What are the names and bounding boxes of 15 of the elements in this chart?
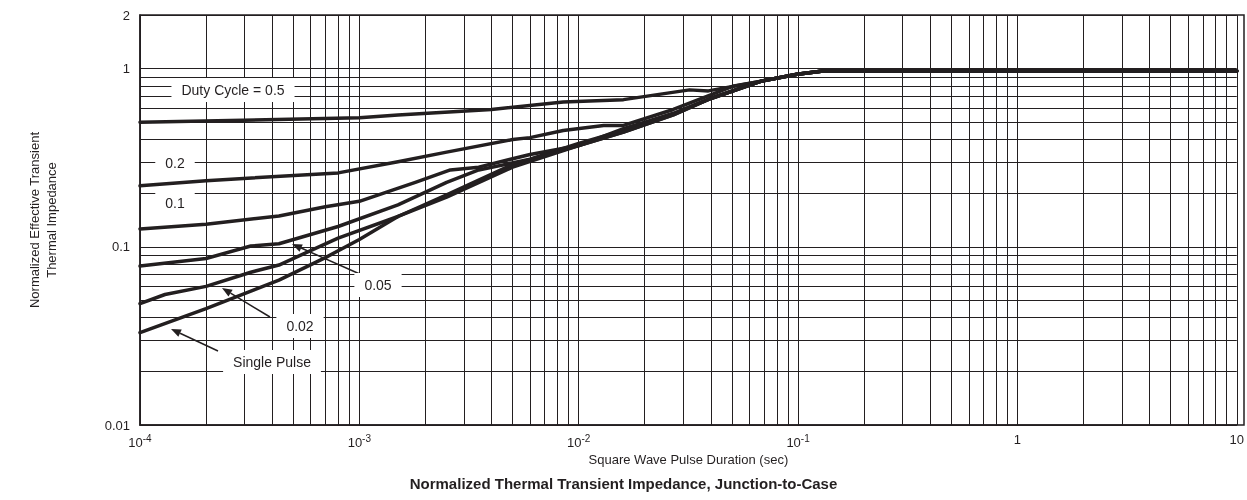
text: Normalized Thermal Transient Impedance, Junction-to-Case	[409, 475, 838, 492]
text: 0.05	[364, 277, 392, 293]
y-tick-label: 0.1	[111, 239, 130, 255]
x-tick-label: 10	[1229, 432, 1244, 447]
x-tick-label: 1	[1013, 432, 1022, 447]
x-axis-title: Square Wave Pulse Duration (sec)	[588, 452, 789, 468]
text: 0.02	[286, 318, 314, 334]
series-label: 0.2	[165, 155, 185, 171]
y-tick-label: 2	[122, 7, 130, 23]
y-tick-label: 0.01	[104, 417, 130, 433]
y-axis-title: Normalized Effective Transient Thermal Impedance	[27, 131, 59, 309]
series-label: Duty Cycle = 0.5	[181, 82, 285, 98]
series-label: 0.1	[165, 195, 185, 211]
text: Single Pulse	[233, 354, 312, 370]
y-tick-label: 1	[122, 61, 130, 77]
